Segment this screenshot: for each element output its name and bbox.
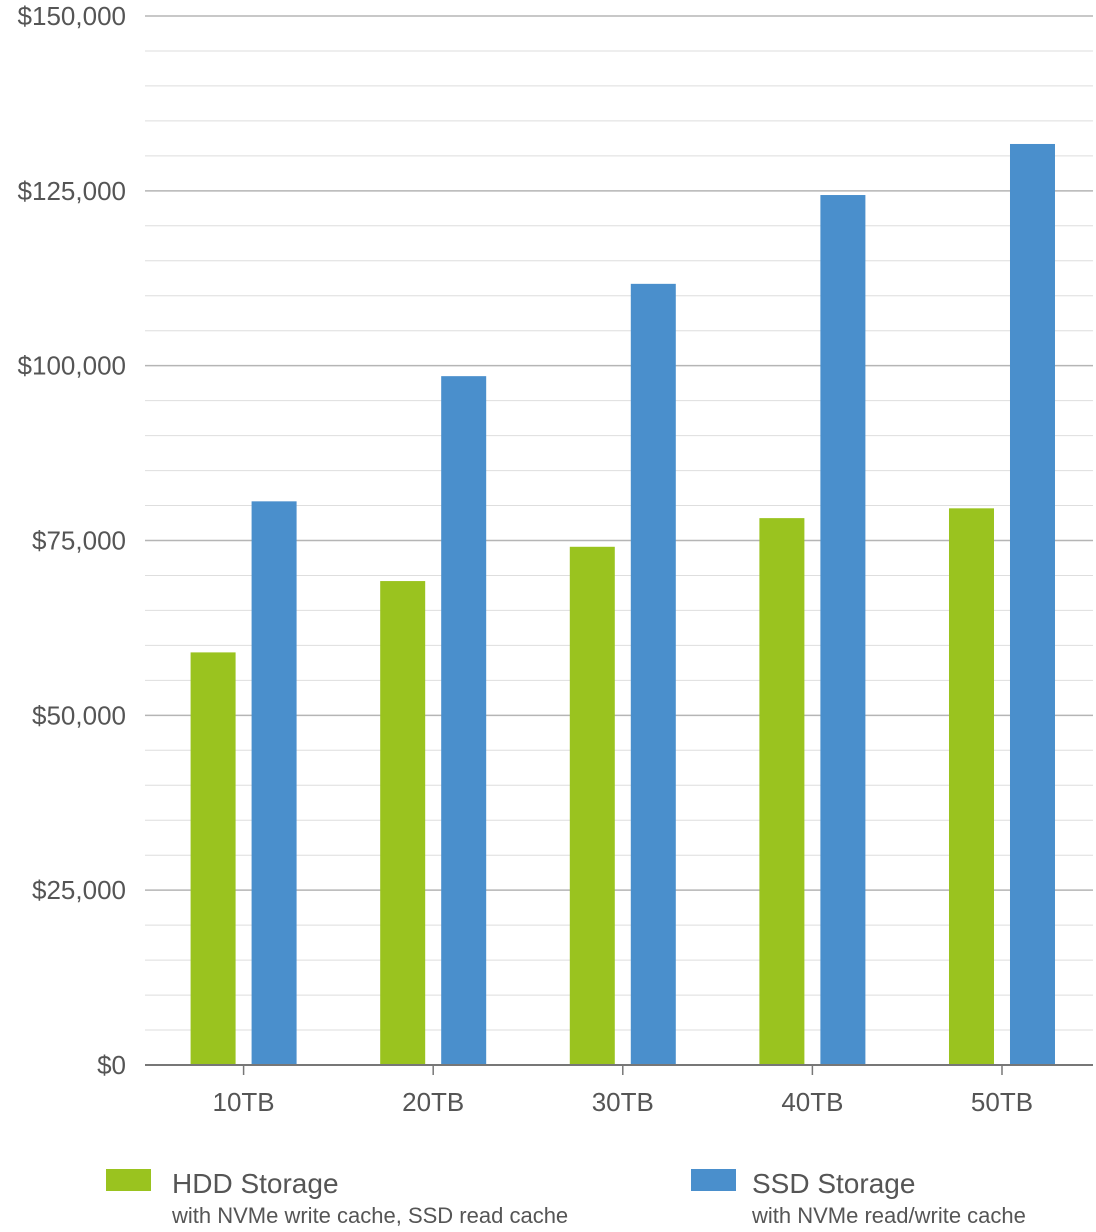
bar-hdd [569, 546, 615, 1065]
bar-hdd [948, 508, 994, 1065]
bars [190, 143, 1055, 1066]
bar-ssd [1009, 143, 1055, 1065]
legend-sublabel-hdd: with NVMe write cache, SSD read cache [171, 1203, 568, 1228]
bar-hdd [380, 581, 426, 1065]
bar-ssd [630, 283, 676, 1065]
legend-label-ssd: SSD Storage [752, 1168, 915, 1199]
y-axis-ticks: $0 $25,000 $50,000 $75,000 $100,000 $125,000 $… [18, 1, 126, 1080]
bar-ssd [251, 501, 297, 1065]
x-tick-label: 20TB [402, 1087, 464, 1117]
grid [145, 15, 1093, 1031]
legend: HDD Storage with NVMe write cache, SSD r… [106, 1168, 1026, 1228]
legend-swatch-ssd [691, 1169, 736, 1191]
x-tick-label: 10TB [213, 1087, 275, 1117]
legend-label-hdd: HDD Storage [172, 1168, 339, 1199]
x-tick-label: 40TB [781, 1087, 843, 1117]
legend-sublabel-ssd: with NVMe read/write cache [751, 1203, 1026, 1228]
y-tick-label: $150,000 [18, 1, 126, 31]
x-tick-label: 30TB [592, 1087, 654, 1117]
y-tick-label: $25,000 [32, 875, 126, 905]
y-tick-label: $0 [97, 1050, 126, 1080]
x-axis-ticks: 10TB 20TB 30TB 40TB 50TB [213, 1065, 1033, 1117]
y-tick-label: $100,000 [18, 351, 126, 381]
bar-ssd [820, 195, 866, 1066]
y-tick-label: $125,000 [18, 176, 126, 206]
bar-ssd [441, 376, 487, 1065]
y-tick-label: $50,000 [32, 700, 126, 730]
legend-swatch-hdd [106, 1169, 151, 1191]
x-tick-label: 50TB [971, 1087, 1033, 1117]
bar-hdd [190, 652, 236, 1065]
y-tick-label: $75,000 [32, 526, 126, 556]
bar-hdd [759, 518, 805, 1065]
